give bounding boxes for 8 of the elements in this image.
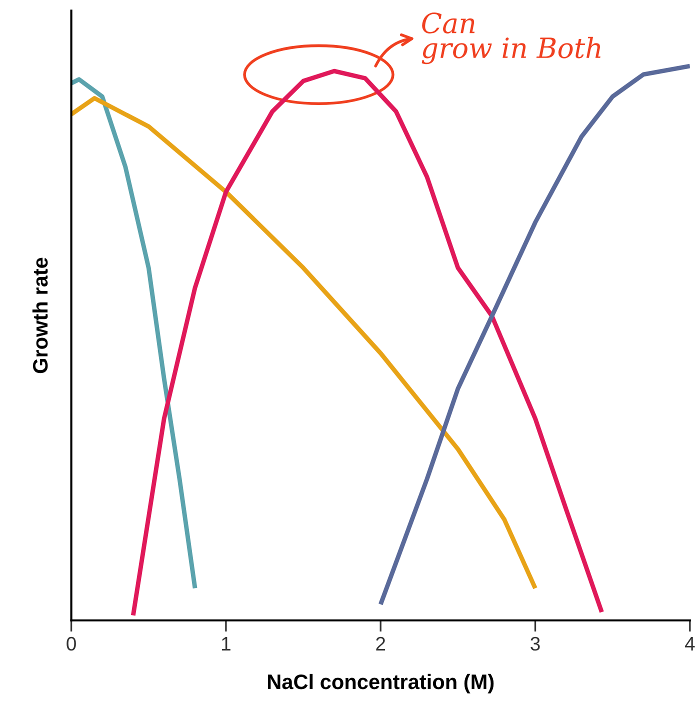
y-axis-title: Growth rate — [32, 258, 48, 374]
x-axis-title: NaCl concentration (M) — [268, 674, 494, 694]
x-tick-label: 2 — [376, 636, 386, 650]
x-tick-label: 1 — [222, 637, 230, 650]
x-tick-label: 3 — [530, 636, 540, 651]
text: Can grow in Both — [422, 12, 600, 64]
x-tick-label: 4 — [684, 637, 695, 650]
x-tick-label: 0 — [66, 636, 76, 651]
